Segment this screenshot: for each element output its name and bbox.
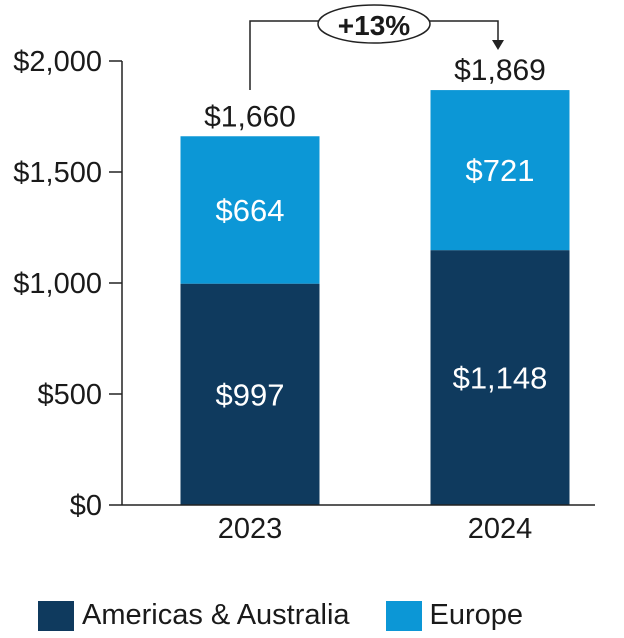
data-label-2024-americas: $1,148	[453, 361, 548, 396]
legend: Americas & Australia Europe	[38, 599, 559, 632]
total-label-2023: $1,660	[204, 100, 296, 133]
data-label-2023-americas: $997	[216, 377, 285, 412]
growth-arrowhead	[492, 40, 504, 50]
x-tick-label-2023: 2023	[218, 513, 283, 545]
total-label-2024: $1,869	[454, 54, 546, 87]
y-tick-label: $0	[70, 490, 102, 522]
x-tick-label-2024: 2024	[468, 513, 533, 545]
x-axis: 2023 2024	[122, 504, 595, 545]
y-tick-label: $2,000	[13, 46, 102, 78]
y-tick-label: $500	[37, 379, 102, 411]
growth-bubble	[317, 4, 431, 44]
bar-2024-europe	[430, 90, 570, 251]
y-tick-label: $1,000	[13, 268, 102, 300]
bar-2023-europe	[180, 136, 320, 284]
legend-swatch-americas	[38, 600, 74, 631]
growth-annotation: +13%	[249, 4, 504, 90]
data-label-2024-europe: $721	[466, 153, 535, 188]
y-axis: $0 $500 $1,000 $1,500 $2,000	[13, 46, 123, 522]
legend-label-americas: Americas & Australia	[82, 599, 350, 631]
y-tick-label: $1,500	[13, 157, 102, 189]
bar-2023-americas	[180, 283, 320, 505]
legend-item-europe: Europe	[385, 599, 524, 632]
legend-item-americas: Americas & Australia	[38, 599, 350, 632]
legend-swatch-europe	[385, 600, 422, 631]
growth-label: +13%	[338, 10, 410, 41]
data-label-2023-europe: $664	[216, 193, 285, 228]
bar-2024-americas	[430, 250, 570, 505]
legend-label-europe: Europe	[429, 599, 524, 631]
bars: $997 $664 $1,660 $1,148 $721 $1,869	[180, 54, 570, 505]
